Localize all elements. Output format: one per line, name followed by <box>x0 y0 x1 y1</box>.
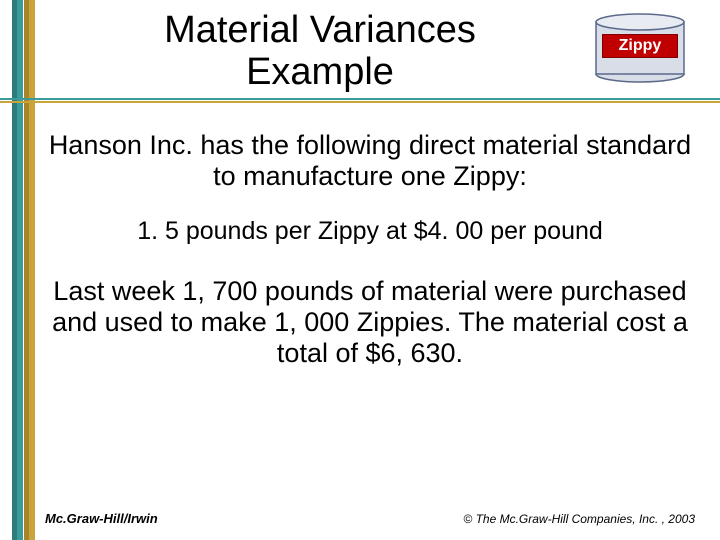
slide-content: Hanson Inc. has the following direct mat… <box>45 130 695 393</box>
slide-footer: Mc.Graw-Hill/Irwin © The Mc.Graw-Hill Co… <box>45 511 695 526</box>
underline-line <box>0 101 720 103</box>
slide-header: Material Variances Example Zippy <box>0 0 720 100</box>
underline-line <box>0 98 720 100</box>
zippy-label: Zippy <box>602 34 678 58</box>
footer-copyright: © The Mc.Graw-Hill Companies, Inc. , 200… <box>463 512 695 526</box>
title-line2: Example <box>246 51 394 93</box>
title-line1: Material Variances <box>164 9 476 51</box>
footer-publisher: Mc.Graw-Hill/Irwin <box>45 511 158 526</box>
standard-line: 1. 5 pounds per Zippy at $4. 00 per poun… <box>45 216 695 246</box>
intro-paragraph: Hanson Inc. has the following direct mat… <box>45 130 695 192</box>
zippy-can-icon: Zippy <box>590 12 690 84</box>
title-underline <box>0 98 720 106</box>
data-paragraph: Last week 1, 700 pounds of material were… <box>45 276 695 369</box>
